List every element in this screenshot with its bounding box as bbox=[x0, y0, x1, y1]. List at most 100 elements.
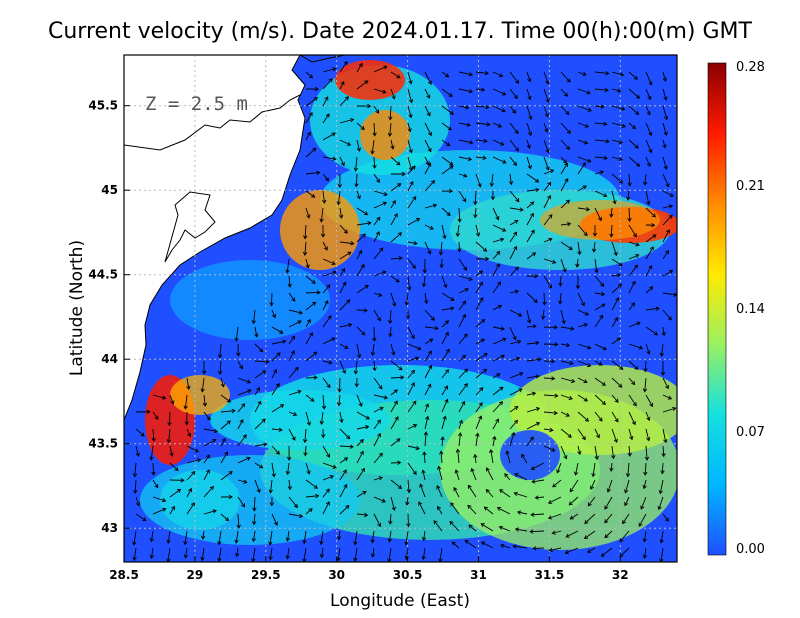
velocity-arrow bbox=[288, 366, 299, 379]
velocity-arrow bbox=[354, 173, 359, 188]
velocity-arrow bbox=[271, 462, 276, 478]
velocity-arrow bbox=[529, 529, 545, 534]
velocity-arrow bbox=[320, 428, 326, 439]
velocity-arrow bbox=[339, 281, 347, 294]
velocity-arrow bbox=[492, 156, 507, 164]
velocity-patch bbox=[500, 430, 560, 480]
velocity-arrow bbox=[480, 523, 494, 532]
velocity-arrow bbox=[569, 479, 579, 493]
velocity-arrow bbox=[490, 190, 496, 201]
velocity-arrow bbox=[526, 88, 532, 101]
velocity-arrow bbox=[611, 156, 623, 162]
velocity-arrow bbox=[658, 479, 664, 495]
velocity-arrow bbox=[373, 247, 384, 260]
velocity-arrow bbox=[526, 105, 533, 121]
velocity-arrow bbox=[543, 258, 557, 264]
velocity-arrow bbox=[543, 237, 553, 243]
velocity-arrow bbox=[575, 275, 581, 290]
velocity-arrow bbox=[645, 343, 651, 355]
velocity-arrow bbox=[530, 462, 545, 470]
velocity-arrow bbox=[424, 338, 434, 345]
velocity-arrow bbox=[642, 377, 648, 393]
colorbar bbox=[707, 62, 727, 556]
velocity-arrow bbox=[489, 173, 495, 187]
velocity-arrow bbox=[407, 343, 422, 351]
velocity-arrow bbox=[622, 513, 630, 525]
velocity-arrow bbox=[152, 411, 159, 420]
velocity-arrow bbox=[303, 224, 308, 240]
velocity-arrow bbox=[543, 139, 550, 154]
velocity-arrow bbox=[645, 156, 651, 167]
velocity-arrow bbox=[577, 394, 589, 402]
velocity-arrow bbox=[551, 530, 562, 535]
velocity-arrow bbox=[526, 406, 541, 413]
velocity-arrow bbox=[560, 105, 570, 116]
velocity-arrow bbox=[662, 105, 669, 121]
velocity-arrow bbox=[509, 156, 517, 167]
y-axis-label: Latitude (North) bbox=[67, 240, 87, 376]
velocity-arrow bbox=[132, 530, 137, 546]
velocity-arrow bbox=[305, 112, 313, 124]
velocity-arrow bbox=[285, 547, 290, 560]
x-tick-label: 28.5 bbox=[109, 568, 139, 582]
velocity-arrow bbox=[151, 462, 156, 476]
velocity-arrow bbox=[424, 88, 431, 99]
velocity-arrow bbox=[492, 139, 505, 146]
velocity-arrow bbox=[169, 488, 182, 498]
velocity-patch bbox=[210, 390, 390, 450]
velocity-arrow bbox=[475, 352, 488, 362]
velocity-arrow bbox=[458, 368, 468, 379]
velocity-arrow bbox=[370, 139, 375, 155]
velocity-arrow bbox=[560, 309, 566, 325]
velocity-arrow bbox=[305, 479, 318, 489]
velocity-arrow bbox=[254, 343, 264, 353]
velocity-arrow bbox=[288, 335, 296, 345]
velocity-arrow bbox=[203, 411, 211, 421]
velocity-arrow bbox=[645, 71, 653, 86]
velocity-arrow bbox=[422, 451, 427, 464]
y-tick-label: 45 bbox=[101, 183, 118, 197]
velocity-arrow bbox=[269, 496, 275, 507]
x-tick-label: 30 bbox=[328, 568, 345, 582]
velocity-arrow bbox=[356, 326, 366, 336]
velocity-arrow bbox=[475, 432, 480, 447]
velocity-arrow bbox=[373, 201, 388, 209]
velocity-arrow bbox=[628, 139, 639, 149]
velocity-arrow bbox=[424, 325, 439, 331]
velocity-arrow bbox=[407, 369, 416, 379]
velocity-arrow bbox=[405, 309, 411, 320]
velocity-arrow bbox=[458, 400, 466, 413]
velocity-arrow bbox=[526, 156, 532, 170]
velocity-arrow bbox=[339, 299, 351, 311]
velocity-arrow bbox=[505, 450, 511, 464]
velocity-arrow bbox=[662, 229, 670, 243]
velocity-arrow bbox=[424, 241, 432, 255]
velocity-arrow bbox=[642, 173, 648, 186]
velocity-arrow bbox=[628, 264, 638, 277]
velocity-arrow bbox=[183, 547, 189, 559]
velocity-arrow bbox=[530, 512, 545, 517]
velocity-arrow bbox=[441, 415, 447, 430]
velocity-arrow bbox=[200, 547, 205, 562]
velocity-arrow bbox=[356, 221, 372, 226]
velocity-arrow bbox=[457, 207, 462, 223]
velocity-arrow bbox=[441, 331, 449, 345]
velocity-arrow bbox=[268, 479, 273, 494]
velocity-arrow bbox=[594, 87, 609, 93]
velocity-arrow bbox=[201, 530, 206, 540]
velocity-arrow bbox=[662, 204, 674, 209]
velocity-arrow bbox=[543, 359, 556, 364]
velocity-arrow bbox=[486, 467, 494, 481]
velocity-arrow bbox=[480, 541, 494, 549]
velocity-arrow bbox=[564, 547, 579, 555]
velocity-arrow bbox=[390, 438, 401, 447]
velocity-arrow bbox=[568, 496, 579, 506]
velocity-arrow bbox=[339, 224, 348, 234]
velocity-arrow bbox=[625, 462, 631, 478]
velocity-arrow bbox=[509, 419, 519, 430]
velocity-arrow bbox=[475, 270, 484, 277]
velocity-arrow bbox=[305, 147, 317, 158]
velocity-arrow bbox=[339, 80, 345, 90]
velocity-arrow bbox=[594, 343, 607, 351]
velocity-arrow bbox=[254, 326, 259, 338]
